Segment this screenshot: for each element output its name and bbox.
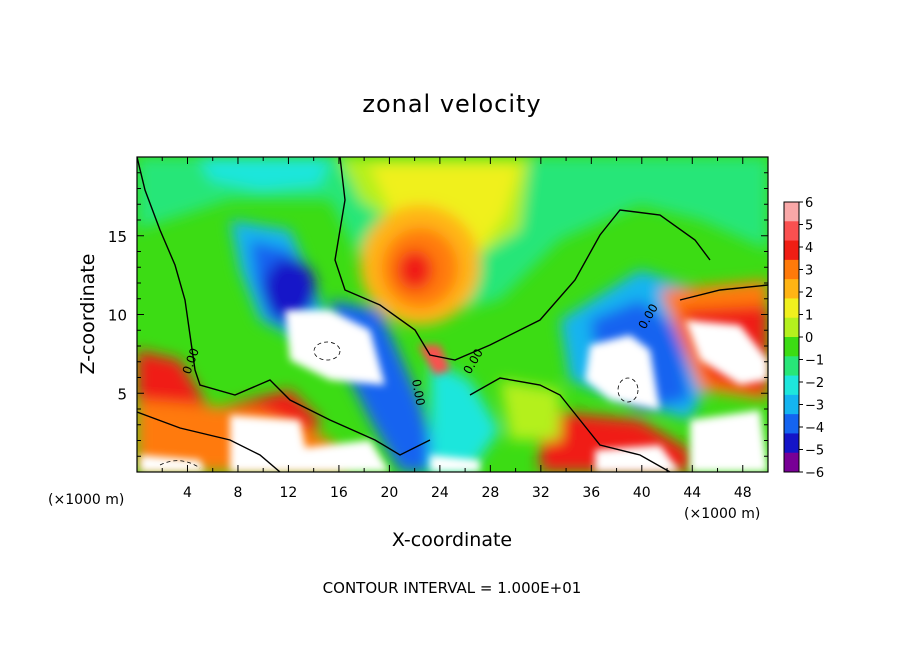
negative-contours — [159, 341, 639, 469]
colorbar-tick-label: −3 — [805, 399, 824, 414]
colorbar-swatch — [784, 240, 799, 261]
colorbar-swatch — [784, 259, 799, 280]
contour-lines — [137, 157, 768, 472]
colorbar-tick-label: 1 — [805, 309, 813, 324]
colorbar-tick-label: −5 — [805, 444, 824, 459]
y-tick-label: 5 — [117, 385, 127, 403]
x-axis-ticks: 4 8 12 16 20 24 28 32 36 40 44 48 — [161, 157, 752, 501]
contour-label: 0.00 — [409, 378, 427, 407]
colorbar-tick-label: −1 — [805, 354, 824, 369]
y-axis-label: Z-coordinate — [77, 254, 99, 375]
colorbar-tick-label: 0 — [805, 331, 813, 346]
colorbar-swatch — [784, 356, 799, 377]
colorbar-swatch — [784, 452, 799, 473]
x-unit-right: (×1000 m) — [684, 506, 760, 522]
x-unit-left: (×1000 m) — [48, 492, 124, 508]
colorbar-swatch — [784, 394, 799, 415]
colorbar-tick-label: 2 — [805, 286, 813, 301]
y-tick-label: 15 — [108, 228, 127, 246]
x-tick-label: 12 — [280, 485, 298, 501]
colorbar-swatch — [784, 433, 799, 454]
colorbar-tick-label: −6 — [805, 466, 824, 481]
x-tick-label: 4 — [183, 485, 192, 501]
x-tick-label: 28 — [481, 485, 499, 501]
contour-interval-note: CONTOUR INTERVAL = 1.000E+01 — [323, 579, 582, 597]
colorbar-swatch — [784, 375, 799, 396]
plot-area: 0.00 0.00 0.00 0.00 — [137, 157, 768, 472]
colorbar-swatch — [784, 337, 799, 357]
colorbar-swatch — [784, 202, 799, 222]
x-tick-label: 8 — [233, 485, 242, 501]
colorbar-swatch — [784, 414, 799, 434]
x-axis-label: X-coordinate — [392, 529, 512, 551]
chart-title: zonal velocity — [362, 90, 541, 118]
colorbar-swatch — [784, 221, 799, 242]
x-tick-label: 40 — [633, 485, 651, 501]
colorbar-tick-label: −4 — [805, 421, 824, 436]
x-tick-label: 44 — [683, 485, 701, 501]
colorbar: 6 5 4 3 2 1 0 −1 −2 −3 −4 −5 −6 — [783, 196, 824, 481]
saturated-regions — [140, 310, 768, 472]
colorbar-tick-label: 6 — [805, 196, 813, 211]
x-tick-label: 32 — [532, 485, 550, 501]
x-tick-label: 16 — [330, 485, 348, 501]
x-tick-label: 20 — [380, 485, 398, 501]
y-axis-ticks: 5 10 15 — [108, 172, 768, 457]
y-tick-label: 10 — [108, 307, 127, 325]
x-tick-label: 36 — [582, 485, 600, 501]
colorbar-swatch — [784, 317, 799, 338]
colorbar-tick-label: 4 — [805, 241, 813, 256]
x-tick-label: 24 — [431, 485, 449, 501]
x-tick-label: 48 — [734, 485, 752, 501]
colorbar-swatch — [784, 298, 799, 319]
colorbar-tick-label: 3 — [805, 264, 813, 279]
colorbar-tick-label: 5 — [805, 219, 813, 234]
colorbar-tick-label: −2 — [805, 376, 824, 391]
colorbar-swatch — [784, 279, 799, 299]
